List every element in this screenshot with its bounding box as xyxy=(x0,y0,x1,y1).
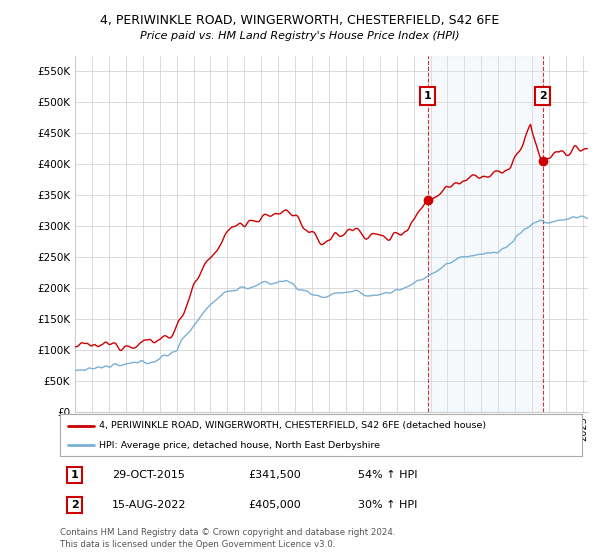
Bar xyxy=(428,56,542,412)
Text: 30% ↑ HPI: 30% ↑ HPI xyxy=(358,500,417,510)
Text: Contains HM Land Registry data © Crown copyright and database right 2024.
This d: Contains HM Land Registry data © Crown c… xyxy=(60,528,395,549)
Text: HPI: Average price, detached house, North East Derbyshire: HPI: Average price, detached house, Nort… xyxy=(99,441,380,450)
Text: 4, PERIWINKLE ROAD, WINGERWORTH, CHESTERFIELD, S42 6FE (detached house): 4, PERIWINKLE ROAD, WINGERWORTH, CHESTER… xyxy=(99,421,486,430)
Text: 2: 2 xyxy=(539,91,547,101)
Text: 1: 1 xyxy=(424,91,431,101)
Text: £341,500: £341,500 xyxy=(248,470,301,480)
Text: 15-AUG-2022: 15-AUG-2022 xyxy=(112,500,187,510)
Text: 2: 2 xyxy=(71,500,79,510)
Text: 1: 1 xyxy=(71,470,79,480)
Text: £405,000: £405,000 xyxy=(248,500,301,510)
Text: 29-OCT-2015: 29-OCT-2015 xyxy=(112,470,185,480)
Text: Price paid vs. HM Land Registry's House Price Index (HPI): Price paid vs. HM Land Registry's House … xyxy=(140,31,460,41)
Text: 54% ↑ HPI: 54% ↑ HPI xyxy=(358,470,417,480)
Text: 4, PERIWINKLE ROAD, WINGERWORTH, CHESTERFIELD, S42 6FE: 4, PERIWINKLE ROAD, WINGERWORTH, CHESTER… xyxy=(100,14,500,27)
